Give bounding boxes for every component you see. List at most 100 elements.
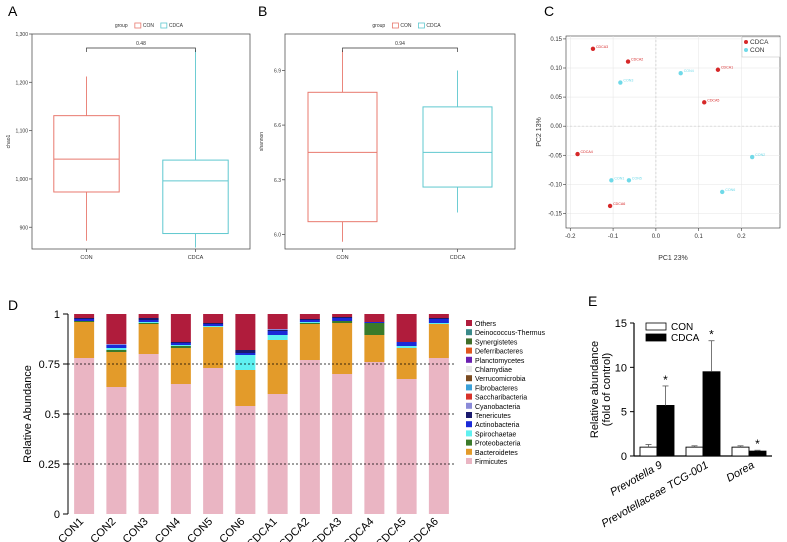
y-axis-label: chao1: [6, 134, 12, 148]
x-tick-label: CON4: [153, 516, 183, 542]
segment-spirochaetae: [267, 335, 288, 340]
y-tick-label: 6.0: [274, 232, 281, 238]
point-label: CON6: [725, 188, 735, 192]
legend-label: Synergistetes: [475, 339, 518, 346]
y-tick-label: 0.25: [39, 459, 60, 471]
x-tick-label: 0.1: [695, 234, 704, 240]
segment-spirochaetae: [396, 346, 417, 348]
boxplot-shannon: 6.0 6.3 6.6 6.9 shannon CON CDCA 0.94 group CON CD…: [259, 22, 516, 261]
legend-swatch: [391, 22, 399, 29]
segment-proteobacteria: [299, 323, 320, 324]
segment-others: [267, 314, 288, 329]
x-tick-label: CON: [80, 255, 92, 261]
segment-others: [203, 314, 224, 323]
legend-swatch: [466, 329, 472, 336]
point-con: [626, 178, 632, 183]
pcoa-scatter: -0.2 -0.1 0.0 0.1 0.2 -0.15 -0.10 -0.05 0.00 0.05…: [536, 35, 781, 262]
segment-tenericutes: [170, 342, 191, 343]
segment-cyanobacteria: [267, 329, 288, 330]
legend-swatch: [134, 22, 142, 29]
y-axis-label: shannon: [259, 132, 265, 151]
segment-spirochaetae: [170, 345, 191, 346]
segment-others: [396, 314, 417, 342]
stacked-bar-con2: [106, 314, 127, 514]
point-cdca: [625, 59, 631, 64]
significance-bracket: [86, 47, 196, 52]
point-label: CDCA4: [581, 150, 593, 154]
bar-con: [731, 446, 750, 457]
segment-actinobacteria: [364, 322, 385, 323]
segment-others: [138, 314, 159, 318]
segment-tenericutes: [267, 330, 288, 331]
legend-label: Planctomycetes: [475, 358, 525, 365]
legend-swatch: [466, 439, 472, 446]
y-tick-label: 10: [615, 362, 627, 374]
panel-label-c: C: [544, 3, 554, 19]
legend-label: Firmicutes: [475, 459, 508, 466]
point-label: CDCA6: [613, 202, 625, 206]
segment-others: [332, 314, 353, 317]
point-label: CDCA1: [721, 66, 733, 70]
segment-spirochaetae: [428, 323, 449, 324]
segment-proteobacteria: [138, 323, 159, 324]
segment-firmicutes: [203, 368, 224, 514]
y-tick-label: 0.75: [39, 359, 60, 371]
segment-others: [299, 314, 320, 319]
segment-firmicutes: [396, 379, 417, 514]
legend-title: group: [115, 23, 128, 29]
y-tick-label: 900: [20, 225, 29, 231]
legend-swatch: [466, 458, 472, 464]
legend-marker-con: [744, 48, 748, 52]
segment-others: [428, 314, 449, 318]
point-label: CDCA2: [631, 58, 643, 62]
x-tick-label: -0.1: [608, 234, 619, 240]
legend-swatch: [466, 320, 472, 326]
point-cdca: [715, 67, 721, 72]
segment-actinobacteria: [332, 318, 353, 321]
stacked-bar-con1: [74, 314, 95, 514]
segment-others: [106, 314, 127, 344]
segment-firmicutes: [235, 406, 256, 514]
stacked-bar-cdca3: [332, 314, 353, 514]
significance-bracket: [342, 47, 458, 52]
x-tick-label: CDCA5: [374, 516, 409, 542]
y-tick-label: 0: [54, 509, 60, 521]
x-tick-label: CDCA2: [277, 516, 312, 542]
legend-label: CDCA: [750, 39, 769, 46]
stacked-bar-cdca2: [299, 314, 320, 514]
segment-tenericutes: [332, 317, 353, 318]
bar-cdca: [702, 371, 721, 457]
point-con: [678, 71, 683, 76]
y-tick-label: 0: [621, 451, 627, 463]
y-tick-label: 1,200: [15, 80, 28, 86]
segment-firmicutes: [364, 362, 385, 514]
segment-firmicutes: [170, 384, 191, 514]
point-label: CDCA3: [596, 45, 608, 49]
x-tick-label: CDCA: [188, 255, 204, 261]
y-tick-label: 0.5: [45, 409, 60, 421]
y-tick-label: 6.3: [274, 178, 281, 184]
segment-bacteroidetes: [235, 370, 256, 406]
p-value-label: 0.48: [136, 41, 146, 47]
x-axis-label: PC1 23%: [658, 255, 688, 262]
stacked-bar-con5: [203, 314, 224, 514]
legend-label: CON: [143, 23, 155, 29]
segment-others: [170, 314, 191, 342]
box-con: [307, 91, 378, 223]
legend-swatch: [466, 402, 472, 409]
x-tick-label: 0.2: [737, 234, 746, 240]
legend-swatch: [466, 356, 472, 363]
legend-label: Cyanobacteria: [475, 404, 520, 411]
box-con: [53, 115, 120, 193]
panel-label-a: A: [8, 3, 18, 19]
segment-firmicutes: [106, 387, 127, 514]
x-tick-label: 0.0: [652, 234, 661, 240]
x-tick-label: CDCA4: [342, 516, 377, 542]
y-tick-label: 15: [615, 318, 627, 330]
x-tick-label: CDCA1: [245, 516, 280, 542]
legend-swatch: [466, 393, 472, 400]
p-value-label: 0.94: [395, 41, 405, 47]
segment-tenericutes: [74, 318, 95, 319]
legend-label: Verrucomicrobia: [475, 376, 526, 383]
